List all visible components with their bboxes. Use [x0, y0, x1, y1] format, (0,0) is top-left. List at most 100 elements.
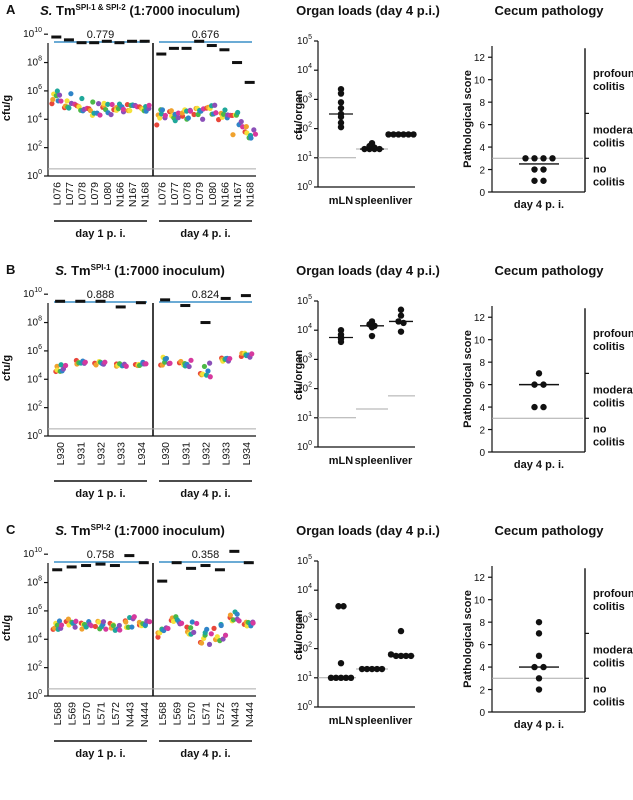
colitis-zone-label: colitis	[593, 341, 625, 353]
organ-y-tick-label: 104	[297, 323, 312, 336]
tag-y-tick-label: 106	[27, 604, 42, 617]
organ-point	[337, 660, 345, 667]
tag-dot	[64, 98, 70, 104]
organ-category-label: spleen	[355, 195, 390, 207]
organ-y-tick-label: 102	[297, 382, 312, 395]
organ-y-tick-label: 105	[297, 34, 312, 47]
mouse-id-label: L934	[241, 442, 253, 466]
colitis-zone-label: profound	[593, 588, 633, 600]
organ-point	[337, 104, 345, 112]
organ-point	[340, 603, 347, 610]
pathology-category-label: day 4 p. i.	[514, 459, 564, 471]
mouse-id-label: L568	[157, 702, 169, 726]
total-load-bar	[229, 549, 240, 553]
tag-dot	[207, 360, 213, 366]
colitis-zone-label: colitis	[593, 697, 625, 709]
organ-y-label: cfu/organ	[293, 610, 305, 660]
tag-dot	[213, 110, 219, 116]
mouse-id-label: L572	[110, 702, 122, 726]
pathology-y-tick-label: 2	[479, 686, 485, 697]
organ-category-label: mLN	[329, 715, 354, 727]
organ-category-label: spleen	[355, 455, 390, 467]
colitis-zone-label: colitis	[593, 657, 625, 669]
organ-y-tick-label: 101	[297, 671, 312, 684]
pathology-y-tick-label: 0	[479, 708, 485, 719]
correlation-value: 0.358	[192, 549, 220, 561]
colitis-zone-label: moderate	[593, 124, 633, 136]
organ-point	[337, 113, 345, 121]
total-load-bar	[168, 46, 179, 50]
organ-point	[397, 328, 405, 335]
tag-dot	[143, 361, 149, 367]
tag-chart-title: S. TmSPI-2 (1:7000 inoculum)	[55, 523, 225, 538]
total-load-bar	[219, 48, 230, 52]
mouse-id-label: L933	[221, 442, 233, 466]
tag-y-tick-label: 100	[27, 689, 42, 702]
tag-dot	[116, 622, 122, 629]
tag-dot	[123, 363, 129, 369]
organ-point	[397, 306, 405, 313]
tag-dot	[206, 641, 213, 647]
organ-point	[385, 131, 392, 138]
pathology-chart-title: Cecum pathology	[494, 263, 604, 278]
mouse-id-label: L932	[96, 442, 108, 466]
organ-point	[397, 627, 405, 635]
tag-dot	[178, 620, 185, 626]
total-load-bar	[160, 298, 171, 302]
group-label: day 4 p. i.	[180, 488, 230, 500]
tag-dot	[66, 105, 72, 111]
total-load-bar	[127, 39, 138, 43]
tag-y-tick-label: 106	[27, 344, 42, 357]
total-load-bar	[55, 299, 66, 303]
tag-dot	[204, 626, 210, 632]
organ-y-label: cfu/organ	[293, 90, 305, 140]
group-label: day 1 p. i.	[75, 228, 125, 240]
mouse-id-label: N443	[229, 702, 241, 727]
total-load-bar	[181, 46, 192, 50]
total-load-bar	[115, 305, 126, 309]
mouse-id-label: L572	[215, 702, 227, 726]
tag-dot	[109, 101, 115, 108]
mouse-id-label: L933	[116, 442, 128, 466]
tag-dot	[56, 92, 63, 98]
organ-point	[400, 319, 407, 327]
tag-dot	[244, 130, 250, 136]
tag-y-label: cfu/g	[1, 95, 13, 121]
organ-y-label: cfu/organ	[293, 350, 305, 400]
organ-point	[337, 99, 345, 106]
mouse-id-label: N443	[124, 702, 136, 727]
mouse-id-label: L568	[52, 702, 64, 726]
tag-dot	[49, 101, 55, 107]
total-load-bar	[95, 562, 106, 566]
organ-y-tick-label: 103	[297, 612, 312, 625]
tag-dot	[146, 102, 152, 108]
mouse-id-label: L078	[77, 182, 89, 206]
mouse-id-label: L571	[201, 702, 213, 726]
pathology-point	[549, 155, 556, 162]
total-load-bar	[157, 579, 168, 583]
tag-y-tick-label: 1010	[23, 547, 42, 560]
tag-dot	[87, 107, 93, 114]
tag-dot	[250, 620, 256, 626]
pathology-y-tick-label: 8	[479, 358, 485, 369]
mouse-id-label: L571	[96, 702, 108, 726]
group-label: day 4 p. i.	[180, 228, 230, 240]
mouse-id-label: L931	[180, 442, 192, 466]
organ-point	[337, 85, 345, 93]
mouse-id-label: N444	[244, 702, 256, 727]
mouse-id-label: L932	[201, 442, 213, 466]
tag-dot	[105, 101, 111, 107]
total-load-bar	[75, 299, 86, 303]
organ-y-tick-label: 100	[297, 440, 312, 453]
colitis-zone-label: profound	[593, 328, 633, 340]
pathology-point	[531, 177, 538, 184]
tag-dot	[211, 625, 217, 631]
mouse-id-label: L076	[51, 182, 63, 206]
pathology-y-tick-label: 8	[479, 618, 485, 629]
tag-dot	[73, 618, 79, 624]
mouse-id-label: N167	[127, 182, 139, 207]
organ-point	[337, 90, 345, 97]
organ-point	[410, 131, 417, 138]
tag-dot	[238, 119, 244, 125]
